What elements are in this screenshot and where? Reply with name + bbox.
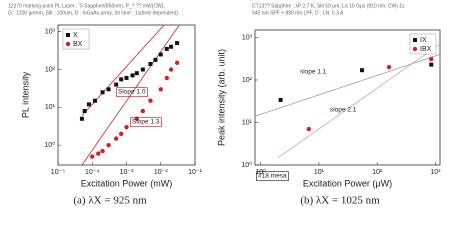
x-tick-label: 10⁻¹ [188,169,202,176]
header-text: 945 nm SPF + 890 nm LPF, D : LN, 0.3 A [252,10,344,16]
annotation: Slope 1.3 [132,119,160,126]
figure: 12370 marking point PL Laser : Ti-Sapphi… [8,3,441,207]
point [106,87,111,92]
x-tick-label: 10³ [430,169,441,176]
point [360,68,365,73]
y-axis-label: PL intensity [20,71,30,118]
legend-label: BX [73,41,83,48]
point [124,124,129,130]
x-tick-label: 10⁻⁵ [51,169,65,176]
x-tick-label: 10⁻³ [120,169,134,176]
point [90,154,95,159]
legend-marker [412,46,418,52]
header-text: 12370 marking point PL Laser : Ti-Sapphi… [8,3,165,9]
fit-line [255,54,440,117]
point [148,61,153,66]
fit-line [277,43,440,158]
point [158,52,163,57]
point [82,109,87,114]
point [278,97,283,102]
legend-marker [413,38,417,42]
point [118,131,124,137]
point [86,102,91,107]
y-tick-label: 10³ [242,34,253,41]
annotation-box [256,171,289,182]
header-text: G : 1200 gr/mm, Slit : 100um, D : InGaAs… [8,10,178,16]
x-tick-label: 10¹ [314,169,325,176]
point [164,75,169,81]
annotation-box [130,117,162,128]
point [114,82,119,87]
point [134,71,139,76]
caption: (b) λX = 1025 nm [300,195,380,207]
point [79,116,84,121]
y-tick-label: 10⁰ [241,161,252,169]
point [100,90,105,95]
x-tick-label: 10² [372,169,383,176]
point [148,98,153,103]
y-tick-label: 10² [242,77,253,84]
point [168,67,174,72]
point [429,62,434,67]
point [429,56,434,62]
point [106,143,111,148]
legend-marker [66,33,70,37]
point [140,67,145,72]
plot-frame [254,29,441,166]
legend-label: IX [420,37,427,44]
x-axis-label: Excitation Power (μW) [303,178,392,188]
point [130,73,135,78]
annotation: slope 1.1 [300,69,327,76]
annotation: slope 2.1 [330,107,357,114]
point [113,136,119,141]
y-axis-label: Peak intensity (arb. unit) [216,49,226,146]
point [175,41,180,46]
legend-label: X [73,32,78,39]
fit-line [81,25,165,117]
fit-line [81,25,180,165]
x-axis-label: Excitation Power (mW) [81,178,173,188]
y-tick-label: 10⁰ [44,141,55,149]
point [386,64,392,70]
annotation: Slope 1.0 [118,89,146,96]
point [164,46,169,51]
point [124,75,129,80]
point [100,148,105,154]
point [92,98,97,103]
plot-area [255,43,440,158]
point [119,77,124,82]
annotation: #18 mesa [258,173,287,180]
x-tick-label: 10⁻⁴ [85,169,100,176]
y-tick-label: 10¹ [242,119,253,126]
point [96,151,101,156]
point [153,57,158,62]
point [306,126,311,132]
point [158,87,163,92]
legend-marker [65,41,71,47]
header-text: CT13?? Sapphire : λP 2.7 K, Slit 50 μm, … [252,3,405,9]
plot-area [79,25,180,165]
legend-label: IBX [420,46,432,53]
y-tick-label: 10¹ [45,104,56,111]
y-tick-label: 10³ [45,29,56,36]
point [140,108,146,114]
point [169,44,174,49]
y-tick-label: 10² [45,66,56,73]
annotation-box [116,87,148,98]
x-tick-label: 10⁻² [154,169,168,176]
point [174,60,180,66]
caption: (a) λX = 925 nm [73,195,147,207]
